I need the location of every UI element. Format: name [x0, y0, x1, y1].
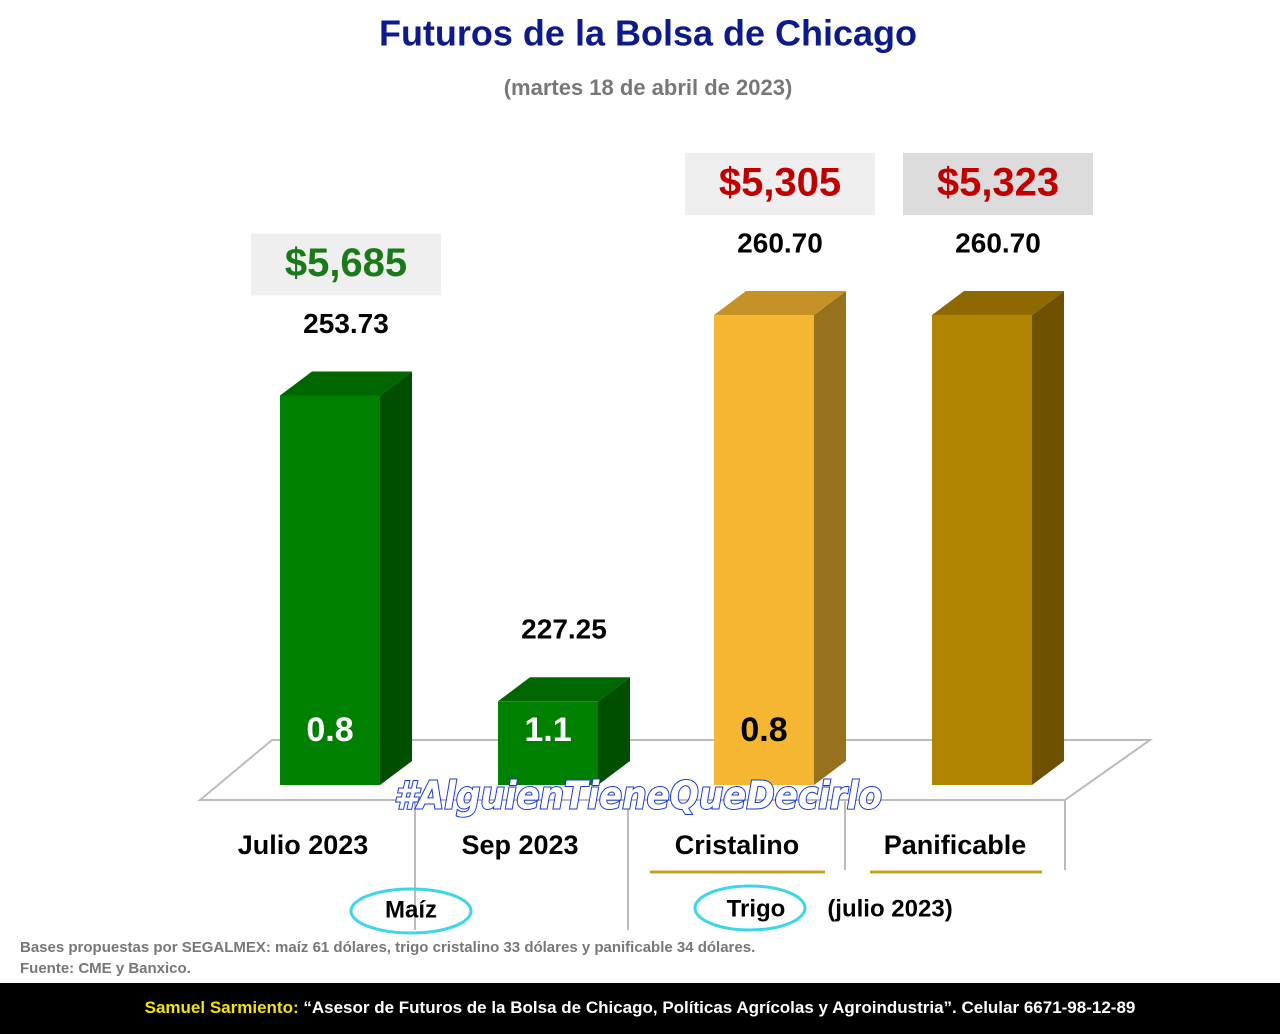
price-label: $5,323: [937, 161, 1059, 205]
group-circle: [349, 887, 473, 935]
bar-side: [598, 677, 630, 785]
x-tick-label: Cristalino: [675, 830, 800, 860]
footer-bar: [0, 983, 1280, 1034]
chart-subtitle: (martes 18 de abril de 2023): [504, 75, 793, 100]
bar-top: [932, 291, 1064, 316]
x-tick-label: Julio 2023: [238, 830, 369, 860]
bar: [714, 315, 814, 785]
note: Fuente: CME y Banxico.: [20, 960, 191, 977]
bar-side: [814, 291, 846, 785]
value-label: 260.70: [955, 227, 1041, 258]
chart-title: Futuros de la Bolsa de Chicago: [379, 13, 917, 54]
bar-top: [714, 291, 846, 316]
bar: [932, 315, 1032, 785]
price-label: $5,305: [719, 161, 841, 205]
footer-author: Samuel Sarmiento:: [145, 998, 299, 1017]
inner-label: 1.1: [524, 711, 571, 749]
price-box: [251, 233, 441, 296]
bar-side: [1032, 291, 1064, 785]
price-box: [685, 153, 875, 216]
hashtag: #AlguienTieneQueDecirlo: [394, 774, 882, 818]
inner-label: 0.8: [740, 711, 787, 749]
bar-side: [380, 371, 412, 785]
note: Bases propuestas por SEGALMEX: maíz 61 d…: [20, 939, 755, 956]
bar-top: [280, 371, 412, 396]
bar: [280, 395, 380, 785]
price-label: $5,685: [285, 241, 407, 285]
group-note: (julio 2023): [827, 895, 952, 922]
price-box: [903, 153, 1093, 216]
floor: [197, 739, 1154, 801]
group-label: Maíz: [385, 896, 437, 923]
inner-label: 0.8: [306, 711, 353, 749]
footer: Samuel Sarmiento: “Asesor de Futuros de …: [145, 998, 1136, 1017]
footer-text: “Asesor de Futuros de la Bolsa de Chicag…: [303, 998, 1135, 1017]
x-tick-label: Panificable: [884, 830, 1027, 860]
bar-top: [498, 677, 630, 702]
group-circle: [693, 884, 807, 932]
value-label: 227.25: [521, 614, 607, 645]
x-tick-label: Sep 2023: [461, 830, 578, 860]
bar: [498, 701, 598, 785]
group-label: Trigo: [727, 895, 786, 922]
value-label: 260.70: [737, 227, 823, 258]
value-label: 253.73: [303, 308, 389, 339]
